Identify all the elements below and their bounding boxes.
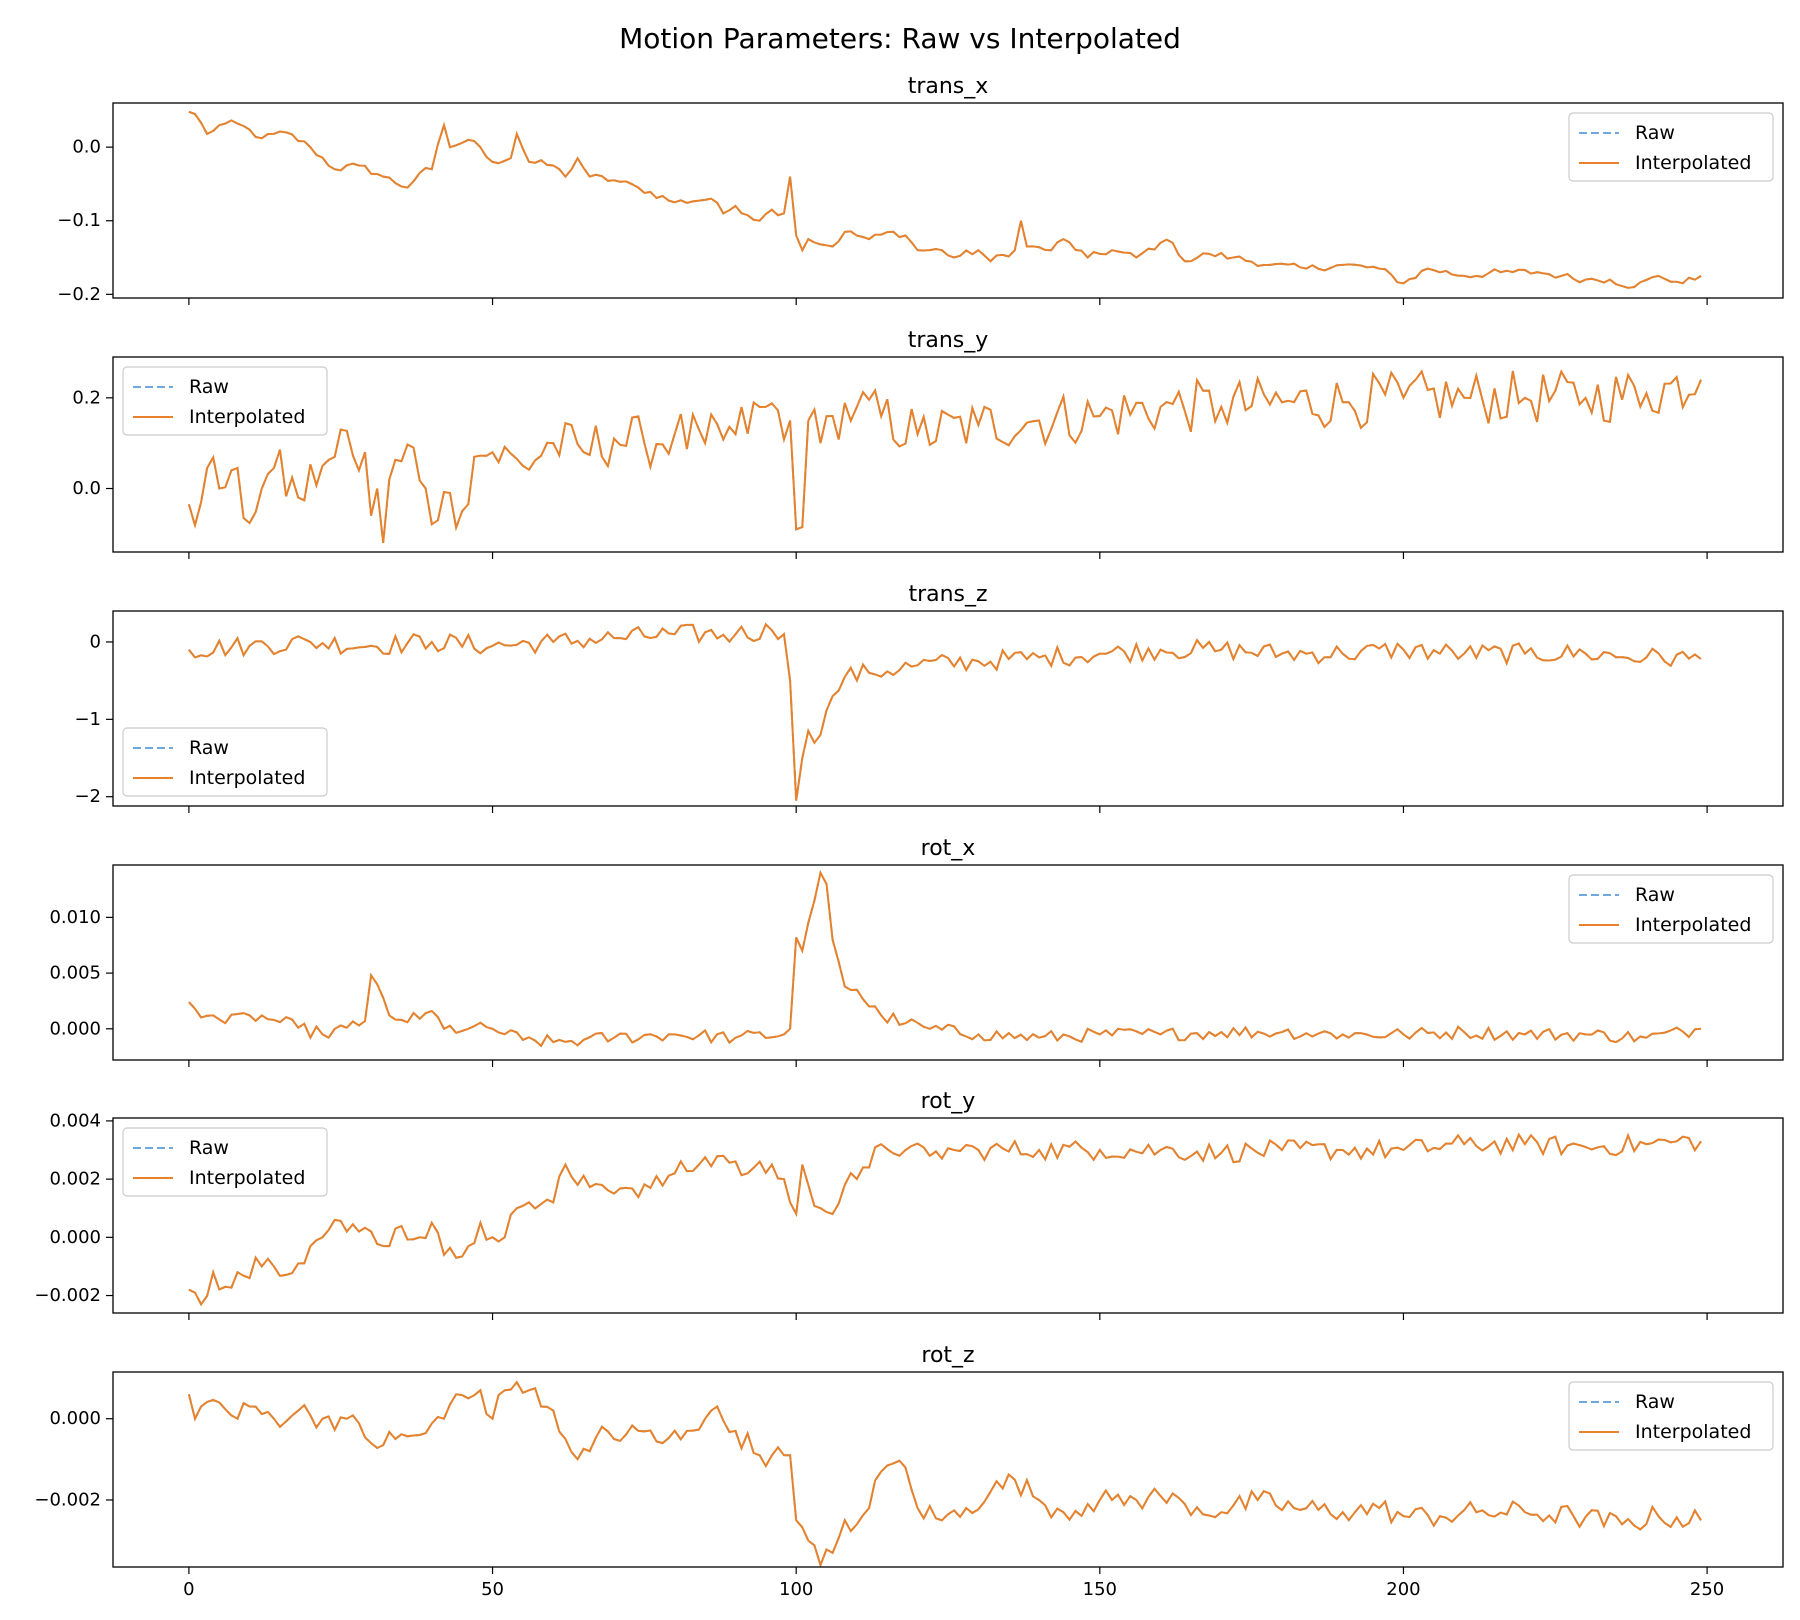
axes-frame xyxy=(112,356,1784,553)
x-tick-label: 250 xyxy=(1690,1579,1724,1600)
series-line-interpolated xyxy=(188,869,1702,1048)
y-tick-label: 0.0 xyxy=(72,478,101,499)
y-tick-label: −0.1 xyxy=(57,210,101,231)
legend-box xyxy=(122,366,328,436)
y-tick-label: −0.002 xyxy=(34,1285,101,1306)
y-tick-label: 0.2 xyxy=(72,387,101,408)
series-line-interpolated xyxy=(187,369,1702,544)
figure-title: Motion Parameters: Raw vs Interpolated xyxy=(619,22,1181,55)
legend-label-raw: Raw xyxy=(189,1137,229,1159)
axes-frame xyxy=(112,610,1784,807)
legend-box xyxy=(122,727,328,797)
series-line-raw xyxy=(187,1380,1702,1567)
legend-box xyxy=(122,1127,328,1197)
y-tick-label: 0.000 xyxy=(49,1408,101,1429)
legend-label-raw: Raw xyxy=(1635,122,1675,144)
y-tick-label: 0.010 xyxy=(49,907,101,928)
legend-label-raw: Raw xyxy=(189,376,229,398)
legend-label-interpolated: Interpolated xyxy=(1635,914,1751,936)
series-line-interpolated xyxy=(188,110,1702,289)
series-line-interpolated xyxy=(188,1132,1702,1307)
legend-label-interpolated: Interpolated xyxy=(189,406,305,428)
subplot-title: trans_y xyxy=(908,328,989,353)
legend-box xyxy=(1568,1381,1774,1451)
legend-label-interpolated: Interpolated xyxy=(189,1167,305,1189)
y-tick-label: 0.0 xyxy=(72,137,101,158)
y-tick-label: 0.002 xyxy=(49,1169,101,1190)
x-tick-label: 100 xyxy=(779,1579,813,1600)
legend-label-raw: Raw xyxy=(189,737,229,759)
axes-frame xyxy=(112,864,1784,1061)
series-line-raw xyxy=(188,110,1702,289)
axes-frame xyxy=(112,1117,1784,1314)
series-line-interpolated xyxy=(187,1380,1702,1567)
series-line-raw xyxy=(188,1132,1702,1307)
subplot-title: rot_y xyxy=(921,1089,976,1114)
legend-label-raw: Raw xyxy=(1635,1391,1675,1413)
subplot-title: rot_x xyxy=(921,836,976,861)
legend-box xyxy=(1568,874,1774,944)
legend-box xyxy=(1568,112,1774,182)
y-tick-label: 0 xyxy=(90,631,101,652)
x-tick-label: 0 xyxy=(183,1579,194,1600)
legend-label-interpolated: Interpolated xyxy=(1635,152,1751,174)
series-line-raw xyxy=(188,869,1702,1048)
y-tick-label: 0.000 xyxy=(49,1227,101,1248)
legend-label-raw: Raw xyxy=(1635,884,1675,906)
y-tick-label: −2 xyxy=(74,786,101,807)
y-tick-label: 0.005 xyxy=(49,963,101,984)
series-line-interpolated xyxy=(188,622,1702,801)
subplot-title: trans_x xyxy=(908,74,989,99)
y-tick-label: −0.2 xyxy=(57,284,101,305)
y-tick-label: −0.002 xyxy=(34,1489,101,1510)
axes-frame xyxy=(112,1371,1784,1568)
y-tick-label: 0.004 xyxy=(49,1110,101,1131)
y-tick-label: −1 xyxy=(74,709,101,730)
y-tick-label: 0.000 xyxy=(49,1018,101,1039)
subplot-title: trans_z xyxy=(908,582,987,607)
x-tick-label: 200 xyxy=(1386,1579,1420,1600)
x-tick-label: 150 xyxy=(1083,1579,1117,1600)
axes-frame xyxy=(112,102,1784,299)
x-tick-label: 50 xyxy=(481,1579,504,1600)
subplot-title: rot_z xyxy=(921,1343,974,1368)
series-line-raw xyxy=(188,622,1702,801)
legend-label-interpolated: Interpolated xyxy=(1635,1421,1751,1443)
legend-label-interpolated: Interpolated xyxy=(189,767,305,789)
